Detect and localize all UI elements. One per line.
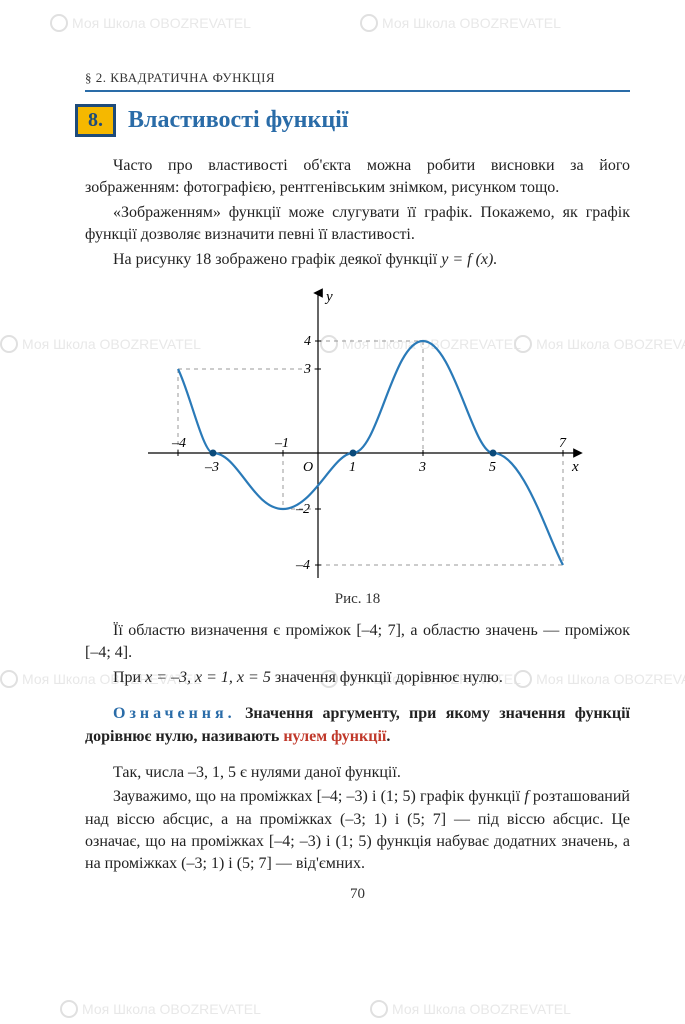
svg-text:7: 7	[559, 436, 567, 451]
svg-text:5: 5	[489, 460, 496, 475]
svg-text:3: 3	[303, 362, 311, 377]
function-chart: –4 –3 –1 O 1 3 5 7 3 4 –2 –4 y x	[128, 283, 588, 583]
p7-a: Зауважимо, що на проміжках [–4; –3) і (1…	[113, 788, 524, 805]
p3-text: На рисунку 18 зображено графік деякої фу…	[113, 251, 441, 268]
watermark: Моя Школа OBOZREVATEL	[370, 1000, 571, 1018]
page-content: § 2. КВАДРАТИЧНА ФУНКЦІЯ 8. Властивості …	[0, 0, 685, 933]
svg-text:–4: –4	[171, 436, 186, 451]
svg-text:3: 3	[418, 460, 426, 475]
svg-text:x: x	[571, 459, 579, 475]
svg-text:y: y	[324, 289, 333, 305]
page-number: 70	[85, 886, 630, 903]
definition: Означення. Значення аргументу, при якому…	[85, 703, 630, 748]
watermark: Моя Школа OBOZREVATEL	[60, 1000, 261, 1018]
svg-text:1: 1	[349, 460, 356, 475]
chart-caption: Рис. 18	[85, 591, 630, 608]
header-divider	[85, 90, 630, 92]
section-number: 8.	[75, 104, 116, 137]
svg-text:–4: –4	[295, 558, 310, 573]
chapter-header: § 2. КВАДРАТИЧНА ФУНКЦІЯ	[85, 70, 630, 86]
paragraph-3: На рисунку 18 зображено графік деякої фу…	[85, 249, 630, 271]
svg-text:4: 4	[304, 334, 311, 349]
p5-formula: x = –3, x = 1, x = 5	[145, 669, 271, 686]
paragraph-7: Зауважимо, що на проміжках [–4; –3) і (1…	[85, 786, 630, 876]
definition-label: Означення.	[113, 705, 236, 722]
p5-c: значення функції дорівнює нулю.	[271, 669, 503, 686]
paragraph-4: Її областю визначення є проміжок [–4; 7]…	[85, 620, 630, 665]
section-title: Властивості функції	[128, 107, 348, 134]
paragraph-6: Так, числа –3, 1, 5 є нулями даної функц…	[85, 762, 630, 784]
definition-body-b: .	[386, 728, 390, 745]
section-header: 8. Властивості функції	[75, 104, 630, 137]
chart-svg: –4 –3 –1 O 1 3 5 7 3 4 –2 –4 y x	[128, 283, 588, 583]
svg-text:–1: –1	[274, 436, 289, 451]
svg-text:O: O	[303, 460, 313, 475]
svg-text:–3: –3	[204, 460, 219, 475]
paragraph-2: «Зображенням» функції може слугувати її …	[85, 202, 630, 247]
p5-a: При	[113, 669, 145, 686]
definition-highlight: нулем функції	[283, 728, 386, 745]
paragraph-1: Часто про властивості об'єкта можна роби…	[85, 155, 630, 200]
paragraph-5: При x = –3, x = 1, x = 5 значення функці…	[85, 667, 630, 689]
p3-formula: y = f (x).	[441, 251, 497, 268]
